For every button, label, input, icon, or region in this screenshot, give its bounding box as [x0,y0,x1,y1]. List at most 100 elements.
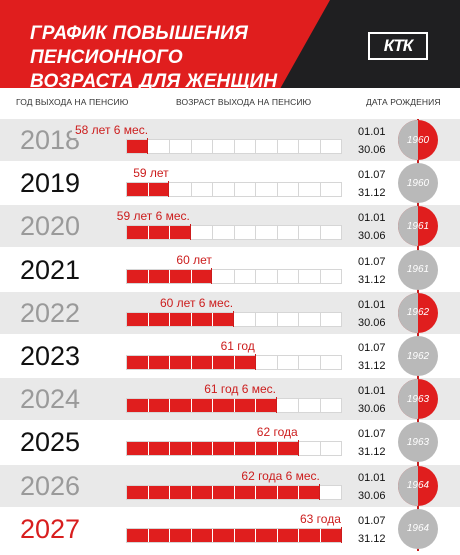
bar-cell [256,312,278,326]
bar-cell [256,183,278,197]
birth-year-badge: 1962 [398,292,438,333]
bar-cell [234,399,256,413]
birth-date-from: 01.07 [358,342,386,354]
bar-cell [127,442,149,456]
bar-cell [299,528,321,542]
bar-cell [191,356,213,369]
birth-year-badge: 1964 [398,508,438,549]
bar-cell [213,269,235,283]
bar-cell [321,183,342,196]
birth-date-from: 01.01 [358,471,386,484]
bar-cell [170,312,192,326]
birth-year-text: 1960 [406,177,430,189]
age-progress-bar [126,268,342,284]
bar-cell [213,356,235,369]
birth-date-to: 31.12 [358,446,386,459]
birth-year-badge: 1960 [398,120,438,160]
title-line-1: ГРАФИК ПОВЫШЕНИЯ ПЕНСИОННОГО [30,23,248,68]
age-marker-line [211,251,213,284]
bar-cell [299,226,321,240]
birth-date-from: 01.07 [358,428,386,441]
bar-cell [321,313,342,326]
bar-cell [192,183,213,197]
header-banner: ГРАФИК ПОВЫШЕНИЯ ПЕНСИОННОГО ВОЗРАСТА ДЛ… [0,0,460,88]
page-title: ГРАФИК ПОВЫШЕНИЯ ПЕНСИОННОГО ВОЗРАСТА ДЛ… [30,22,330,88]
bar-cell [256,356,278,369]
birth-timeline-line [417,119,419,551]
bar-cell [148,183,170,197]
schedule-row: 2023 61 год 01.07 31.12 [0,335,460,377]
birth-date-to: 31.12 [358,187,386,200]
age-marker-line [233,294,234,327]
bar-cell [235,183,256,197]
age-marker-line [297,424,299,457]
birth-date-from: 01.07 [358,514,386,527]
bar-cell [321,442,342,455]
bar-cell [127,269,149,283]
bar-cell [278,269,299,283]
birth-date-to: 31.12 [358,360,386,372]
bar-cell [127,226,149,240]
birth-year-text: 1962 [406,350,430,362]
bar-cell [170,399,192,413]
bar-cell [235,226,256,240]
title-line-2: ВОЗРАСТА ДЛЯ ЖЕНЩИН [30,71,278,88]
bar-cell [170,183,192,197]
age-progress-bar [126,441,342,457]
schedule-row: 2021 60 лет 01.07 31.12 [0,249,460,291]
birth-date-to: 31.12 [358,532,386,545]
bar-cell [127,312,149,326]
age-marker-line [189,208,191,241]
age-progress-bar [126,139,342,154]
birth-date-to: 30.06 [358,230,386,243]
bar-cell [256,442,278,456]
age-progress-bar [126,311,342,327]
schedule-row: 2019 59 лет 01.07 31.12 [0,162,460,204]
bar-cell [235,312,256,326]
retirement-age-label: 61 год [217,338,258,354]
birth-year-badge: 1960 [398,163,438,204]
retirement-year: 2024 [20,384,81,415]
retirement-year: 2026 [20,470,81,501]
bar-cell [213,399,235,413]
bar-cell [148,312,170,326]
bar-cell [321,399,342,412]
birth-date-from: 01.07 [358,255,386,268]
bar-cell [170,485,192,499]
retirement-age-label: 63 года [297,510,344,527]
bar-cell [170,356,192,369]
bar-cell [321,356,342,369]
retirement-year: 2019 [20,168,81,199]
birth-date-to: 30.06 [358,403,386,416]
bar-cell [213,312,235,326]
schedule-row: 2020 59 лет 6 мес. 01.01 30.06 [0,205,460,248]
bar-cell [192,226,213,240]
bar-cell [148,399,170,413]
retirement-age-label: 59 лет 6 мес. [113,208,193,225]
age-progress-bar [126,484,342,500]
age-marker-line [319,467,321,500]
bar-cell [127,399,149,413]
birth-date-from: 01.01 [358,298,386,311]
bar-cell [127,183,149,197]
age-progress-bar [126,182,342,198]
bar-cell [191,442,213,456]
bar-cell [213,140,235,153]
bar-cell [256,485,278,499]
birth-year-text: 1961 [406,220,430,232]
birth-year-badge: 1963 [398,422,438,463]
bar-cell [127,485,149,499]
bar-cell [321,486,342,499]
schedule-row: 2018 58 лет 6 мес. 01.01 30.06 [0,119,460,161]
bar-cell [170,269,192,283]
bar-cell [278,399,299,413]
bar-cell [299,399,321,413]
birth-year-badge: 1963 [398,379,438,420]
age-marker-line [341,510,342,543]
bar-cell [170,528,192,542]
bar-cell [148,356,170,369]
bar-cell [235,140,256,153]
bar-cell [299,442,321,456]
bar-cell [256,269,278,283]
schedule-row: 2027 63 года 01.07 31.12 [0,508,460,550]
